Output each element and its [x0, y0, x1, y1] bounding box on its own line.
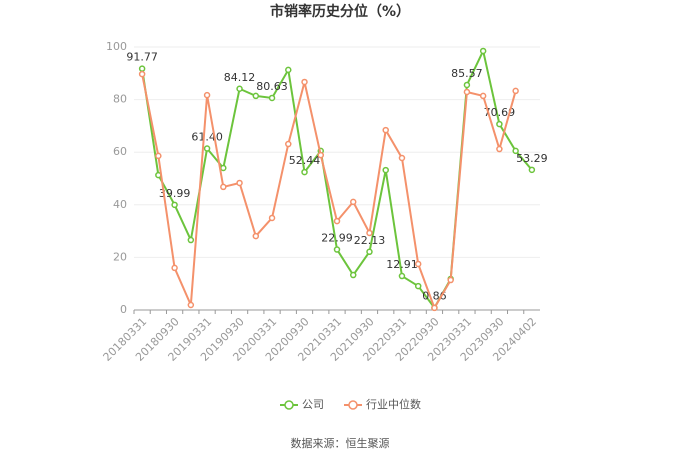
data-label: 70.69	[484, 106, 516, 119]
point	[301, 168, 308, 176]
point	[414, 282, 422, 290]
point	[220, 183, 227, 191]
data-label: 22.99	[321, 232, 353, 245]
point	[496, 145, 503, 153]
y-tick-label: 20	[113, 250, 127, 263]
y-tick-label: 100	[106, 40, 127, 53]
point	[366, 248, 373, 256]
point	[349, 198, 357, 206]
point	[414, 260, 422, 268]
point	[512, 87, 519, 95]
point	[463, 81, 471, 89]
point	[268, 214, 276, 222]
point	[171, 201, 178, 209]
point	[138, 70, 146, 78]
legend-label: 公司	[302, 398, 324, 411]
point	[203, 145, 211, 152]
legend-marker	[284, 400, 294, 410]
point	[220, 164, 227, 172]
y-tick-label: 40	[113, 198, 127, 211]
point	[479, 92, 487, 100]
point	[187, 236, 195, 244]
point	[382, 126, 389, 134]
data-label: 85.57	[451, 67, 483, 80]
point	[382, 166, 389, 174]
data-label: 80.63	[256, 80, 288, 93]
point	[301, 78, 308, 86]
point	[333, 217, 341, 225]
point	[285, 66, 292, 74]
data-label: 39.99	[159, 187, 191, 200]
point	[236, 179, 243, 187]
point	[236, 85, 243, 93]
point	[203, 91, 211, 99]
point	[252, 92, 260, 100]
y-tick-label: 0	[120, 303, 127, 316]
point	[268, 94, 276, 102]
point	[317, 151, 325, 159]
point	[252, 232, 260, 240]
point	[155, 152, 162, 160]
data-label: 12.91	[386, 258, 418, 271]
data-label: 84.12	[224, 71, 256, 84]
chart-title: 市销率历史分位（%）	[270, 3, 410, 20]
point	[447, 276, 454, 284]
source-note: 数据来源：恒生聚源	[291, 436, 390, 450]
point	[398, 154, 406, 162]
point	[431, 304, 438, 312]
point	[512, 147, 519, 155]
data-label: 61.40	[191, 131, 223, 144]
data-label: 52.44	[289, 154, 321, 167]
point	[138, 65, 146, 72]
point	[398, 272, 406, 280]
legend-label: 行业中位数	[366, 397, 421, 411]
point	[285, 140, 292, 148]
data-label: 91.77	[126, 51, 158, 64]
data-label: 22.13	[354, 234, 386, 247]
point	[366, 229, 373, 237]
point	[496, 120, 503, 128]
y-tick-label: 80	[113, 93, 127, 106]
point	[171, 264, 178, 272]
point	[349, 271, 357, 279]
point	[333, 246, 341, 253]
series-line	[141, 73, 517, 311]
legend-marker	[348, 400, 358, 410]
point	[187, 301, 195, 309]
point	[528, 166, 536, 174]
point	[463, 88, 471, 96]
point	[479, 47, 487, 55]
y-tick-label: 60	[113, 145, 127, 158]
data-label: 53.29	[516, 152, 548, 165]
